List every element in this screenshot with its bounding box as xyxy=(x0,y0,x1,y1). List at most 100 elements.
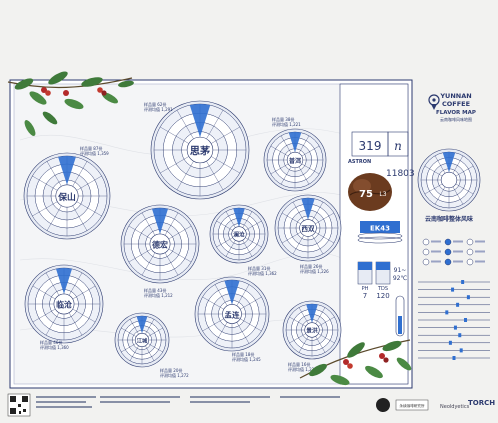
grinder-block: EK43 xyxy=(357,221,403,244)
flavor-legend-icon xyxy=(422,238,430,246)
flavor-slider-thumb xyxy=(448,340,452,345)
coffee-bean-image: 75 L3 xyxy=(348,173,392,211)
title-subtitle: 云南咖啡风味地图 xyxy=(440,116,472,122)
region-wheel[interactable]: 江城 xyxy=(114,312,170,368)
flavor-legend-text xyxy=(475,240,485,243)
region-samples: 样品量 87份 xyxy=(80,145,102,151)
region-name: 保山 xyxy=(57,191,76,203)
region-score: 评测均值 1,362 xyxy=(248,270,277,276)
location-pin-icon xyxy=(428,94,440,110)
tds-label: TDS xyxy=(377,286,388,292)
region-name: 江城 xyxy=(137,336,148,344)
region-score: 评测均值 1,291 xyxy=(144,106,173,112)
region-samples: 样品量 31份 xyxy=(248,265,270,271)
sample-letter: n xyxy=(394,139,402,153)
coffee-branch-bottom-right xyxy=(299,339,412,386)
flavor-slider-thumb xyxy=(452,356,456,360)
region-name: 西双 xyxy=(301,225,315,233)
region-score: 评测均值 1,272 xyxy=(160,372,189,378)
footer-small-print xyxy=(36,396,340,408)
region-wheel[interactable]: 思茅 xyxy=(150,100,250,200)
flavor-slider-thumb xyxy=(453,325,457,330)
region-name: 澜沧 xyxy=(233,231,245,239)
region-wheel[interactable]: 普洱 xyxy=(263,128,327,192)
region-score: 评测均值 1,359 xyxy=(80,150,109,156)
flavor-slider-thumb xyxy=(445,310,449,315)
flavor-legend-text xyxy=(453,260,463,263)
flavor-legend-text xyxy=(453,250,463,253)
title-line3: FLAVOR MAP xyxy=(436,110,476,116)
region-samples: 样品量 16份 xyxy=(288,361,310,367)
footer-brand1: TORCH xyxy=(468,399,495,407)
flavor-legend-text xyxy=(431,260,441,263)
device-label: ASTRON xyxy=(348,159,371,165)
flavor-legend-icon xyxy=(422,258,430,266)
region-wheel[interactable]: 西双 xyxy=(274,194,342,262)
stats-block: 319 n ASTRON 11803 xyxy=(348,131,415,179)
region-samples: 样品量 38份 xyxy=(272,116,294,122)
region-name: 临沧 xyxy=(56,300,72,310)
flavor-legend-icon xyxy=(444,258,452,266)
region-wheel[interactable]: 孟连 xyxy=(194,276,270,352)
flavor-slider-thumb xyxy=(458,333,462,338)
title-block: YUNNAN COFFEE FLAVOR MAP 云南咖啡风味地图 xyxy=(428,92,476,122)
region-wheel[interactable]: 临沧 xyxy=(24,264,104,344)
footer-brand3: 永续咖啡研究所 xyxy=(399,403,425,408)
flavor-legend-text xyxy=(475,250,485,253)
qr-code-icon xyxy=(7,393,31,417)
bean-score-sub: L3 xyxy=(379,191,386,198)
region-score: 评测均值 1,360 xyxy=(40,344,69,350)
overall-flavor-wheel xyxy=(417,148,481,212)
flavor-legend-icon xyxy=(444,248,452,256)
grinder-label: EK43 xyxy=(370,225,390,233)
flavor-legend-icon xyxy=(466,238,474,246)
ph-label: PH xyxy=(362,286,369,292)
flavor-slider-thumb xyxy=(461,280,465,284)
region-samples: 样品量 26份 xyxy=(300,263,322,269)
temp-range: 91~ xyxy=(394,267,407,274)
region-samples: 样品量 20份 xyxy=(160,367,182,373)
region-score: 评测均值 1,230 xyxy=(288,366,317,372)
region-score: 评测均值 1,212 xyxy=(144,292,173,298)
flavor-slider-thumb xyxy=(451,287,455,292)
flavor-legend-text xyxy=(431,250,441,253)
measurement-block: PH 7 TDS 120 91~ 92℃ xyxy=(357,261,407,337)
flavor-slider-thumb xyxy=(459,348,463,353)
flavor-legend-text xyxy=(453,240,463,243)
region-name: 景洪 xyxy=(305,327,318,335)
region-wheel[interactable]: 德宏 xyxy=(120,204,200,284)
region-score: 评测均值 1,221 xyxy=(272,121,301,127)
region-wheel[interactable]: 澜沧 xyxy=(209,204,269,264)
region-wheel[interactable]: 保山 xyxy=(23,152,111,240)
region-samples: 样品量 18份 xyxy=(232,351,254,357)
title-line2: COFFEE xyxy=(442,100,470,108)
flavor-sliders xyxy=(418,238,490,360)
region-name: 普洱 xyxy=(289,157,302,165)
footer-box-logo xyxy=(395,399,429,411)
region-samples: 样品量 62份 xyxy=(144,101,166,107)
region-wheel[interactable] xyxy=(417,148,481,212)
tds-value: 120 xyxy=(376,292,389,300)
total-count: 11803 xyxy=(386,169,415,179)
region-samples: 样品量 43份 xyxy=(144,287,166,293)
region-wheel[interactable]: 景洪 xyxy=(282,300,342,360)
sample-count: 319 xyxy=(359,139,382,153)
flavor-legend-icon xyxy=(444,238,452,246)
region-name: 德宏 xyxy=(152,240,168,250)
region-score: 评测均值 1,226 xyxy=(300,268,329,274)
flavor-legend-icon xyxy=(466,258,474,266)
region-samples: 样品量 46份 xyxy=(40,339,62,345)
footer-brand2: Neoldyetics xyxy=(440,404,470,410)
flavor-legend-icon xyxy=(422,248,430,256)
bean-score: 75 xyxy=(359,189,373,200)
